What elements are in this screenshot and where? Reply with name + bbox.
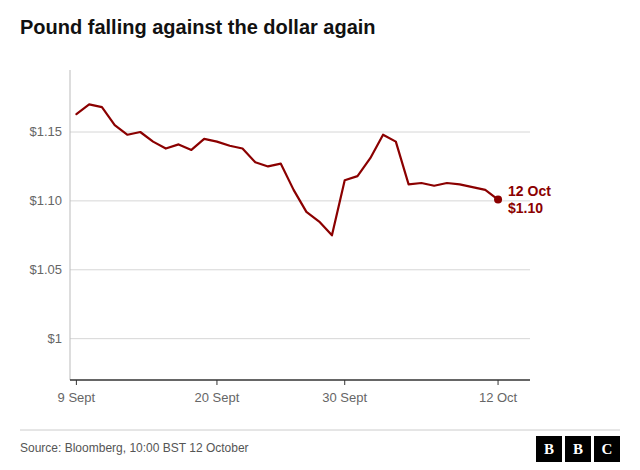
grid-line [70,338,530,339]
title: Pound falling against the dollar again [20,16,376,38]
x-tick-label: 12 Oct [479,390,518,405]
logo-box [594,436,620,462]
logo-letter: C [602,441,613,457]
x-tick-label: 20 Sept [195,390,240,405]
y-tick-label: $1.05 [29,262,62,277]
x-axis-line [70,379,530,381]
y-tick-label: $1.15 [29,124,62,139]
x-tick [216,380,217,385]
logo-box [536,436,562,462]
source: Source: Bloomberg, 10:00 BST 12 October [20,441,249,455]
x-tick-label: 30 Sept [322,390,367,405]
annotation: $1.10 [508,200,543,216]
x-tick [344,380,345,385]
x-tick [76,380,77,385]
x-tick [498,380,499,385]
y-tick-label: $1 [48,331,62,346]
annotation: 12 Oct [508,183,551,199]
chart: Pound falling against the dollar again $1… [0,0,640,470]
logo-letter: B [573,441,583,457]
line [76,104,498,235]
logo-box [565,436,591,462]
x-tick-label: 9 Sept [58,390,96,405]
end-point [494,196,502,204]
plot-area [76,104,502,235]
footer-separator [20,430,620,431]
y-tick-label: $1.10 [29,193,62,208]
y-axis-line [70,70,71,380]
logo-letter: B [544,441,554,457]
grid-line [70,269,530,270]
